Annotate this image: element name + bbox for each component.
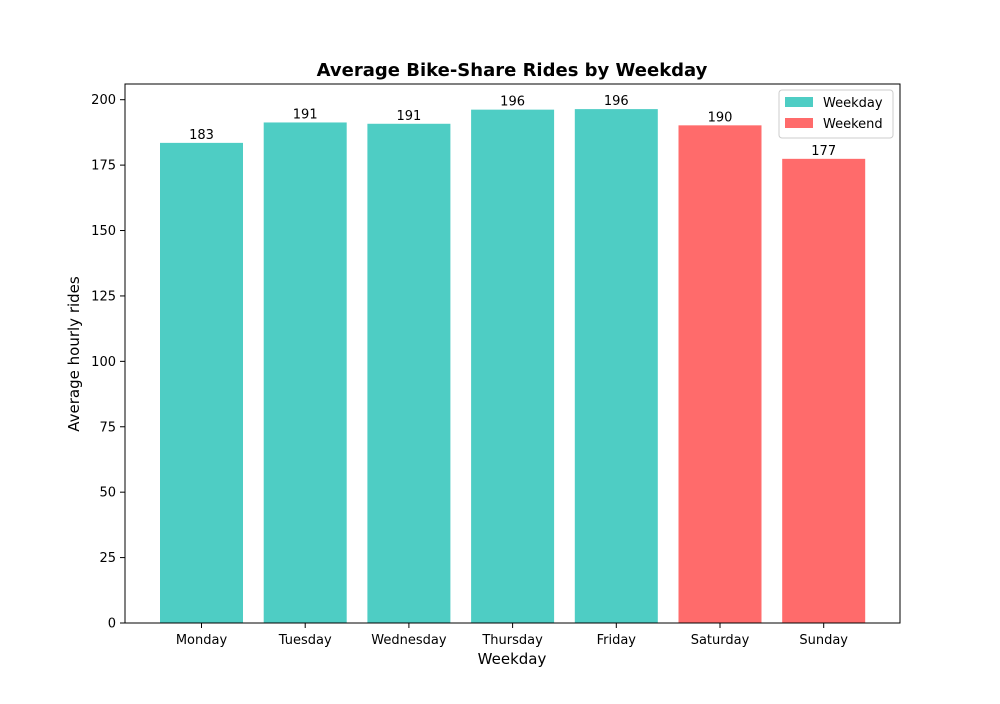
y-axis: 0 25 50 75 100 125 150 175 200: [91, 93, 125, 632]
bar-value-label-thursday: 196: [500, 95, 525, 110]
bar-saturday: [678, 125, 762, 624]
bar-value-label-saturday: 190: [708, 110, 733, 125]
y-axis-title: Average hourly rides: [65, 276, 83, 432]
legend-label-weekend: Weekend: [823, 117, 883, 132]
y-tick-label-75: 75: [99, 420, 116, 435]
bar-wednesday: [367, 123, 451, 623]
legend-swatch-weekday: [785, 97, 813, 107]
y-tick-label-200: 200: [91, 93, 116, 108]
legend-swatch-weekend: [785, 118, 813, 128]
bar-sunday: [782, 158, 866, 623]
x-tick-label-sunday: Sunday: [799, 633, 848, 648]
bar-value-label-wednesday: 191: [396, 109, 421, 124]
bar-tuesday: [263, 122, 347, 624]
y-tick-label-150: 150: [91, 224, 116, 239]
bar-value-label-sunday: 177: [811, 144, 836, 159]
bar-friday: [574, 109, 658, 623]
legend: Weekday Weekend: [778, 89, 894, 139]
plot-frame: [124, 83, 901, 624]
chart-title: Average Bike-Share Rides by Weekday: [317, 60, 708, 81]
x-axis-title: Weekday: [478, 650, 547, 668]
x-tick-label-friday: Friday: [597, 633, 637, 648]
y-tick-label-125: 125: [91, 289, 116, 304]
bar-thursday: [471, 109, 555, 624]
x-axis: Monday Tuesday Wednesday Thursday Friday Satu…: [176, 623, 848, 648]
x-tick-label-wednesday: Wednesday: [371, 633, 447, 648]
legend-label-weekday: Weekday: [823, 96, 883, 111]
x-tick-label-saturday: Saturday: [691, 633, 750, 648]
bar-value-label-tuesday: 191: [293, 107, 318, 122]
x-tick-label-monday: Monday: [176, 633, 228, 648]
bar-value-label-friday: 196: [604, 94, 629, 109]
y-tick-label-100: 100: [91, 355, 116, 370]
bars-group: [160, 109, 866, 624]
bar-value-label-monday: 183: [189, 128, 214, 143]
y-tick-label-25: 25: [99, 551, 116, 566]
bar-monday: [160, 142, 243, 624]
y-tick-label-0: 0: [108, 617, 116, 632]
y-tick-label-175: 175: [91, 159, 116, 174]
x-tick-label-thursday: Thursday: [481, 633, 543, 648]
y-tick-label-50: 50: [99, 486, 116, 501]
x-tick-label-tuesday: Tuesday: [278, 633, 332, 648]
bar-labels-group: 183 191 191 196 196 190 177: [189, 94, 836, 159]
